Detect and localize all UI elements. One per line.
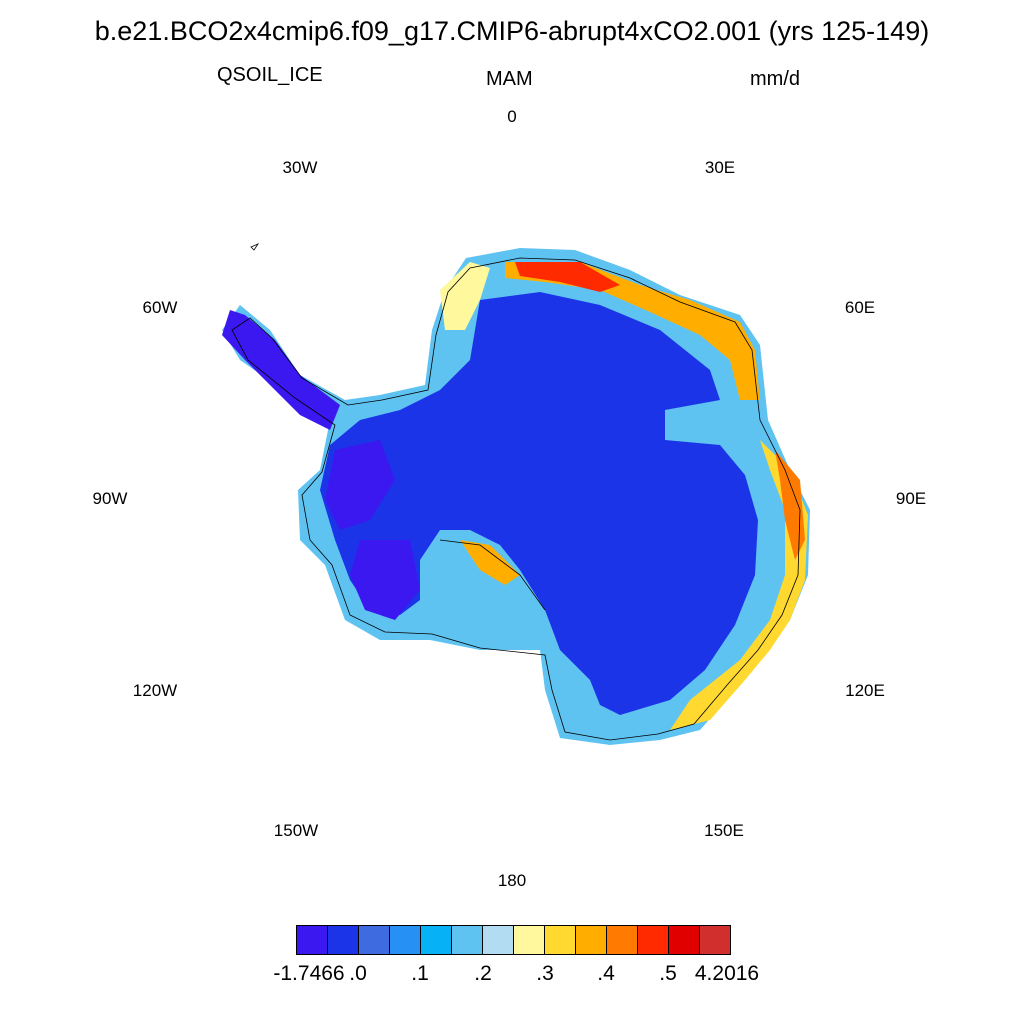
lon-label-120w: 120W [132, 681, 178, 700]
lon-label-180: 180 [497, 871, 527, 890]
colorbar-box-3 [390, 926, 421, 954]
qsoil-ice-field [222, 248, 810, 745]
colorbar-label-4: .3 [536, 962, 554, 985]
colorbar-box-11 [638, 926, 669, 954]
colorbar-box-0 [297, 926, 328, 954]
colorbar-box-5 [452, 926, 483, 954]
colorbar-label-2: .1 [411, 962, 429, 985]
units-label: mm/d [750, 68, 800, 90]
colorbar-box-12 [669, 926, 700, 954]
hot-coast-east [775, 450, 805, 560]
colorbar-box-1 [328, 926, 359, 954]
peninsula-ice [222, 310, 340, 430]
warm-coast-ross [460, 540, 520, 585]
coastline [231, 257, 801, 741]
interior-patch-west [325, 440, 395, 530]
colorbar-label-6: .5 [659, 962, 677, 985]
ross-ice-shelf-edge [439, 539, 546, 611]
colorbar-label-3: .2 [474, 962, 492, 985]
lon-label-150e: 150E [704, 821, 744, 840]
lon-label-0: 0 [507, 107, 517, 126]
hot-coast-north [515, 262, 620, 292]
colorbar-box-4 [421, 926, 452, 954]
interior-ice [320, 292, 758, 715]
colorbar-box-6 [483, 926, 514, 954]
south-shetland-island [250, 243, 260, 251]
lon-label-60e: 60E [844, 298, 876, 317]
plot-title: b.e21.BCO2x4cmip6.f09_g17.CMIP6-abrupt4x… [94, 16, 930, 46]
lon-label-90w: 90W [92, 489, 128, 508]
colorbar-box-8 [545, 926, 576, 954]
lon-label-120e: 120E [845, 681, 885, 700]
colorbar-label-7: 4.2016 [694, 962, 760, 985]
colorbar-label-5: .4 [597, 962, 615, 985]
colorbar-label-1: .0 [349, 962, 367, 985]
interior-patch-marie-byrd [350, 540, 420, 620]
lon-label-150w: 150W [273, 821, 319, 840]
colorbar-box-13 [700, 926, 730, 954]
colorbar [296, 925, 731, 955]
lon-label-60w: 60W [142, 298, 178, 317]
variable-label: QSOIL_ICE [217, 64, 323, 86]
lon-label-30e: 30E [704, 158, 736, 177]
colorbar-box-9 [576, 926, 607, 954]
colorbar-box-7 [514, 926, 545, 954]
colorbar-box-2 [359, 926, 390, 954]
lon-label-30w: 30W [282, 158, 318, 177]
season-label: MAM [486, 68, 533, 90]
lon-label-90e: 90E [895, 489, 927, 508]
colorbar-label-0: -1.7466 [273, 962, 345, 985]
warm-coast-west [440, 262, 490, 330]
colorbar-box-10 [607, 926, 638, 954]
